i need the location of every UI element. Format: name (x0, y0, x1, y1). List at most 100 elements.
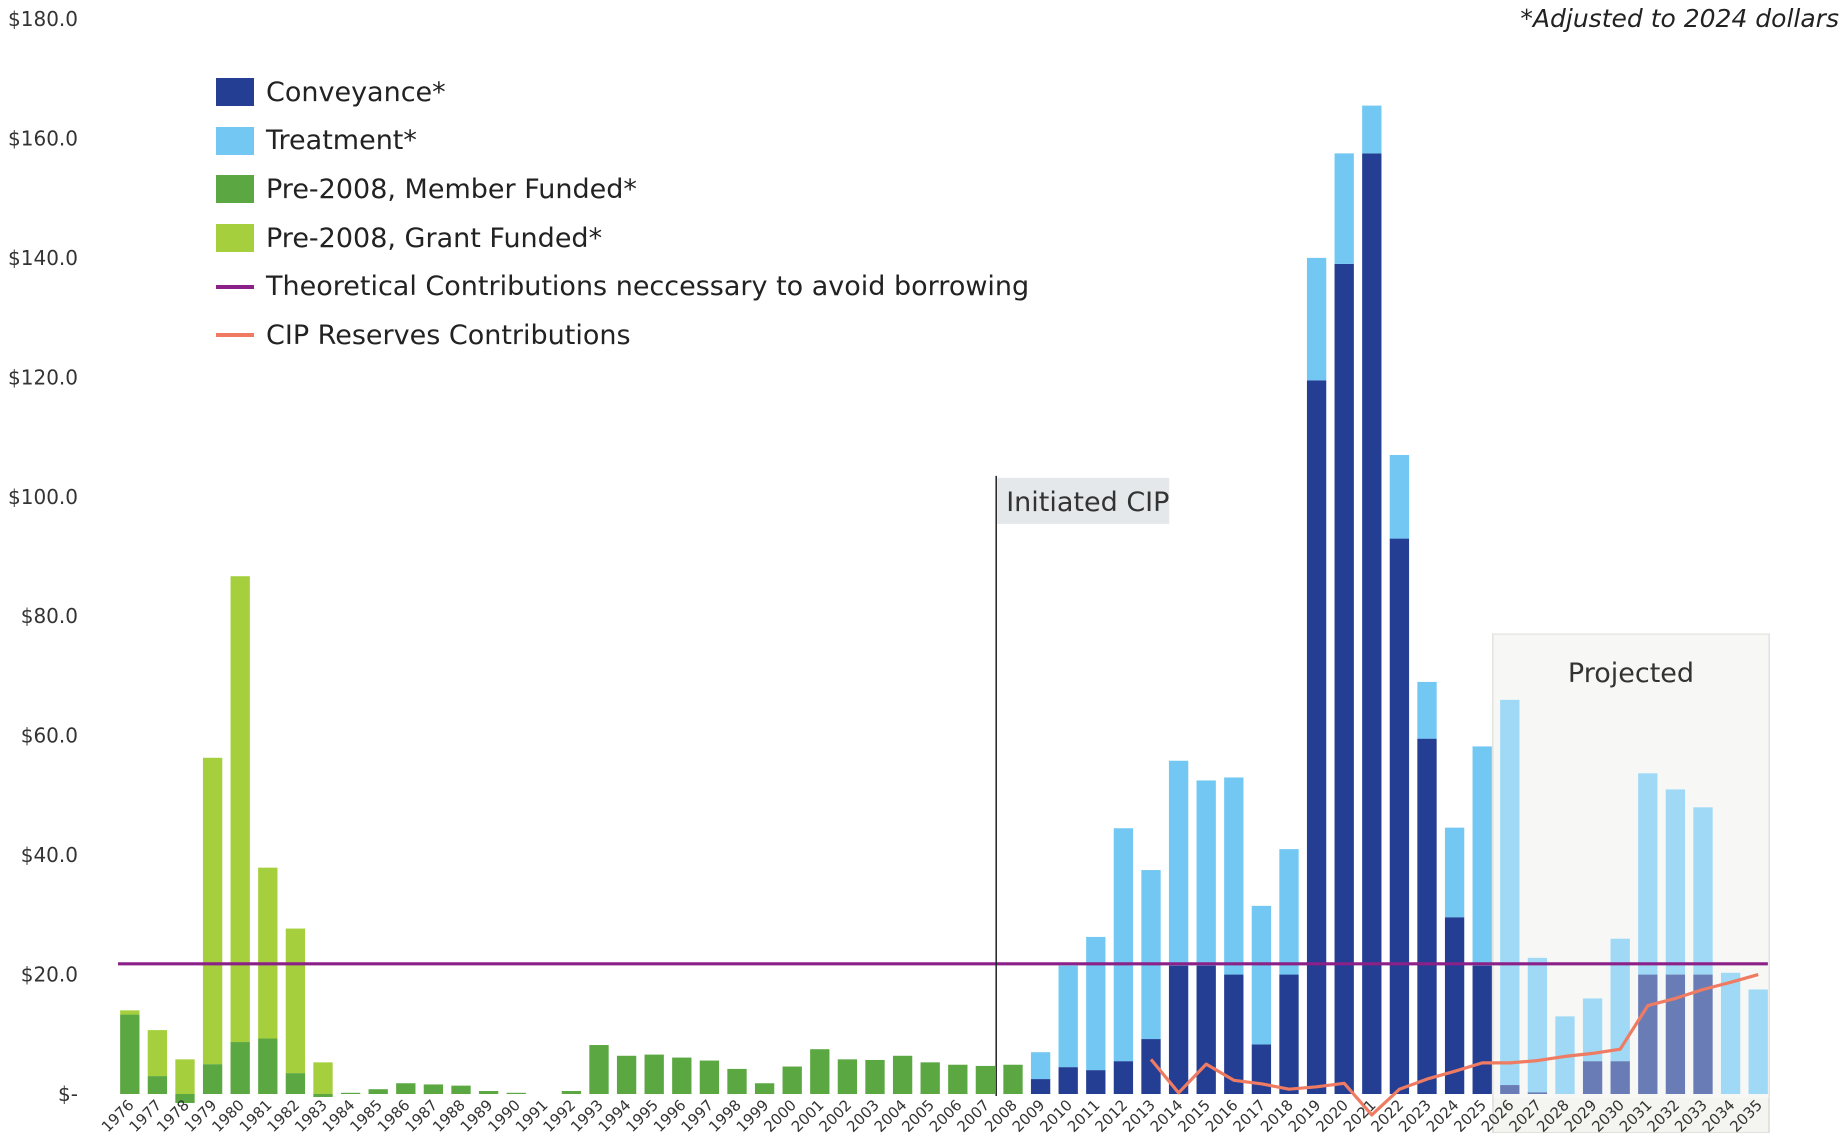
bar-pre-2008-member-funded-2004 (892, 1055, 913, 1094)
bar-pre-2008-grant-funded-1977 (147, 1030, 168, 1077)
bar-pre-2008-member-funded-1981 (258, 1038, 278, 1094)
bar-conveyance-2010 (1058, 1067, 1078, 1094)
bar-conveyance-2027 (1527, 1092, 1548, 1094)
bar-pre-2008-member-funded-2003 (865, 1059, 885, 1094)
bar-treatment-2013 (1141, 870, 1161, 1040)
legend-item-conveyance: Conveyance* (216, 68, 1029, 117)
y-axis: $- $20.0 $40.0 $60.0 $80.0 $100.0 $120.0 $140.0… (8, 7, 78, 1106)
bar-conveyance-2012 (1113, 1061, 1134, 1094)
bar-pre-2008-member-funded-1999 (754, 1083, 775, 1094)
bar-treatment-2021 (1362, 105, 1382, 154)
legend-label-conveyance: Conveyance* (266, 76, 446, 108)
bar-treatment-2019 (1306, 257, 1327, 381)
bar-pre-2008-member-funded-2001 (810, 1049, 830, 1094)
bar-pre-2008-member-funded-1984 (340, 1092, 361, 1094)
bar-pre-2008-member-funded-1993 (589, 1045, 609, 1094)
legend-label-member-funded: Pre-2008, Member Funded* (266, 173, 637, 205)
legend-item-cip-reserves: CIP Reserves Contributions (216, 311, 1029, 360)
bar-treatment-2033 (1693, 807, 1713, 975)
bar-pre-2008-grant-funded-1981 (258, 867, 278, 1039)
initiated-cip-label: Initiated CIP (1006, 487, 1169, 518)
bar-treatment-2031 (1638, 773, 1658, 975)
bar-pre-2008-member-funded-1988 (451, 1085, 471, 1094)
bars (120, 105, 1768, 1103)
bar-conveyance-2016 (1224, 974, 1244, 1094)
bar-treatment-2015 (1196, 780, 1216, 966)
bar-treatment-2025 (1472, 746, 1492, 966)
legend-item-treatment: Treatment* (216, 117, 1029, 166)
bar-pre-2008-member-funded-2007 (975, 1065, 996, 1094)
bar-pre-2008-member-funded-2000 (782, 1066, 802, 1094)
bar-conveyance-2018 (1279, 974, 1299, 1094)
bar-pre-2008-grant-funded-1979 (202, 757, 223, 1065)
bar-conveyance-2011 (1086, 1070, 1106, 1094)
y-tick-label-8: $160.0 (8, 126, 78, 150)
y-tick-label-9: $180.0 (8, 7, 78, 31)
legend-label-cip-reserves: CIP Reserves Contributions (266, 319, 631, 351)
bar-conveyance-2015 (1196, 965, 1216, 1094)
annotations: Initiated CIP Projected (995, 475, 1694, 1096)
bar-conveyance-2026 (1500, 1085, 1520, 1094)
bar-treatment-2035 (1748, 989, 1768, 1094)
bar-pre-2008-grant-funded-1978 (175, 1059, 195, 1094)
lines (118, 962, 1768, 1117)
legend-item-theoretical: Theoretical Contributions neccessary to … (216, 262, 1029, 311)
y-tick-label-1: $20.0 (21, 963, 78, 987)
bar-treatment-2016 (1224, 777, 1244, 975)
bar-pre-2008-member-funded-1994 (616, 1055, 637, 1094)
bar-conveyance-2030 (1610, 1061, 1630, 1094)
legend-label-treatment: Treatment* (266, 125, 417, 157)
bar-pre-2008-member-funded-1992 (561, 1091, 582, 1094)
bar-treatment-2022 (1389, 454, 1410, 539)
legend-swatch-treatment (216, 126, 254, 155)
projected-wash (1493, 0, 1769, 1098)
line-cip-reserves-contributions (1149, 973, 1759, 1117)
bar-pre-2008-member-funded-1990 (506, 1092, 526, 1094)
bar-pre-2008-member-funded-1980 (230, 1042, 250, 1094)
y-tick-label-4: $80.0 (21, 604, 78, 628)
bar-conveyance-2024 (1444, 917, 1465, 1094)
y-tick-label-5: $100.0 (8, 485, 78, 509)
bar-pre-2008-member-funded-1983 (313, 1094, 333, 1097)
bar-pre-2008-member-funded-1977 (147, 1076, 168, 1094)
bar-treatment-2009 (1030, 1052, 1051, 1080)
bar-pre-2008-member-funded-1979 (202, 1064, 223, 1094)
bar-conveyance-2025 (1472, 965, 1492, 1094)
bar-pre-2008-member-funded-1985 (368, 1089, 388, 1094)
bar-conveyance-2014 (1168, 965, 1189, 1094)
bar-treatment-2018 (1279, 849, 1299, 975)
bar-conveyance-2019 (1306, 380, 1327, 1094)
y-tick-label-2: $40.0 (21, 843, 78, 867)
bar-treatment-2029 (1582, 998, 1603, 1062)
bar-pre-2008-member-funded-1976 (120, 1014, 140, 1094)
bar-pre-2008-grant-funded-1983 (313, 1062, 333, 1094)
bar-treatment-2034 (1720, 972, 1741, 1094)
bar-pre-2008-grant-funded-1982 (285, 928, 306, 1074)
bar-conveyance-2021 (1362, 153, 1382, 1094)
adjustment-note: *Adjusted to 2024 dollars (1520, 4, 1839, 33)
projected-overlay (1493, 0, 1769, 1098)
projected-label: Projected (1568, 658, 1694, 689)
bar-pre-2008-member-funded-1996 (672, 1057, 692, 1094)
bar-pre-2008-grant-funded-1976 (120, 1010, 140, 1015)
bar-pre-2008-member-funded-1998 (727, 1068, 747, 1094)
legend-item-member-funded: Pre-2008, Member Funded* (216, 165, 1029, 214)
bar-treatment-2032 (1665, 789, 1686, 975)
y-tick-label-7: $140.0 (8, 246, 78, 270)
bar-pre-2008-member-funded-1978 (175, 1094, 195, 1103)
bar-conveyance-2029 (1582, 1061, 1603, 1094)
bar-pre-2008-member-funded-1982 (285, 1073, 306, 1094)
legend-item-grant-funded: Pre-2008, Grant Funded* (216, 214, 1029, 263)
bar-pre-2008-member-funded-1995 (644, 1054, 664, 1094)
legend-swatch-grant-funded (216, 224, 254, 253)
bar-pre-2008-member-funded-2008 (1003, 1064, 1023, 1094)
y-tick-label-3: $60.0 (21, 724, 78, 748)
bar-treatment-2011 (1086, 936, 1106, 1071)
bar-treatment-2017 (1251, 905, 1272, 1045)
bar-treatment-2023 (1417, 681, 1437, 739)
legend-swatch-theoretical (216, 284, 254, 289)
bar-conveyance-2033 (1693, 974, 1713, 1094)
bar-pre-2008-member-funded-1986 (396, 1083, 416, 1094)
legend: Conveyance* Treatment* Pre-2008, Member … (216, 68, 1029, 360)
